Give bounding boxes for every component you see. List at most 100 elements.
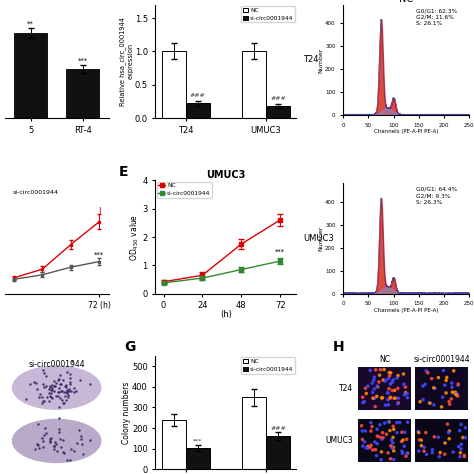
Point [376, 372, 383, 379]
Point [442, 389, 450, 397]
Point [30, 378, 38, 386]
Point [452, 389, 459, 396]
Y-axis label: Relative hsa_circ_0001944
expression: Relative hsa_circ_0001944 expression [119, 17, 133, 106]
Point [40, 383, 47, 391]
Point [461, 453, 468, 460]
Point [416, 436, 423, 444]
Point [61, 382, 69, 390]
Point [376, 433, 384, 441]
Point [52, 440, 60, 448]
Point [62, 382, 70, 389]
Point [390, 444, 397, 451]
Point [57, 444, 65, 451]
Point [430, 401, 438, 409]
Point [446, 435, 453, 443]
Point [378, 394, 385, 401]
Point [422, 429, 429, 437]
Point [66, 374, 74, 382]
Point [364, 443, 372, 450]
Point [426, 399, 433, 407]
Point [51, 438, 59, 446]
Point [57, 380, 65, 387]
Point [58, 387, 66, 394]
Bar [186, 447, 210, 469]
Point [387, 393, 394, 401]
Point [48, 384, 55, 392]
si-circ0001944 [161, 280, 166, 286]
Point [418, 442, 425, 449]
Point [77, 435, 84, 443]
Point [60, 399, 68, 407]
Point [66, 371, 74, 378]
Point [72, 387, 80, 395]
Point [374, 382, 381, 390]
Point [57, 387, 65, 395]
Point [384, 375, 392, 383]
Point [79, 440, 86, 447]
Point [436, 453, 443, 460]
Bar [66, 69, 99, 118]
Point [66, 380, 74, 388]
Point [46, 385, 53, 393]
Point [394, 400, 401, 408]
Point [380, 376, 387, 384]
Point [402, 453, 410, 460]
NC [161, 279, 166, 284]
Point [403, 449, 411, 457]
Point [362, 444, 370, 452]
Point [440, 367, 447, 374]
Point [428, 449, 436, 456]
Point [368, 380, 376, 387]
Point [415, 429, 423, 437]
Point [399, 449, 406, 457]
Point [46, 397, 53, 405]
Point [379, 429, 386, 437]
Point [431, 385, 439, 392]
Point [55, 414, 63, 422]
Point [43, 429, 50, 437]
Point [367, 419, 374, 427]
Point [48, 381, 56, 389]
Point [430, 384, 438, 392]
Point [445, 398, 453, 405]
Point [64, 387, 72, 395]
Point [403, 436, 410, 443]
Text: ###: ### [190, 93, 206, 99]
Point [367, 427, 375, 435]
si-circ0001944 [238, 267, 244, 273]
Point [76, 376, 84, 384]
Point [414, 428, 422, 435]
Text: si-circ0001944: si-circ0001944 [13, 190, 59, 195]
Point [401, 428, 409, 436]
Point [371, 438, 379, 446]
Point [401, 391, 408, 399]
Line: si-circ0001944: si-circ0001944 [162, 259, 282, 284]
Text: UMUC3: UMUC3 [326, 437, 353, 446]
Text: G0/G1: 64.4%
G2/M: 9.3%
S: 26.3%: G0/G1: 64.4% G2/M: 9.3% S: 26.3% [416, 187, 457, 205]
Point [55, 388, 63, 396]
Point [402, 389, 410, 397]
Point [382, 377, 389, 384]
Point [462, 424, 469, 431]
Point [457, 445, 465, 453]
Title: NC: NC [399, 0, 413, 4]
Point [39, 380, 47, 387]
Point [448, 383, 456, 391]
Point [64, 391, 72, 399]
Point [398, 438, 405, 446]
Text: B: B [125, 0, 135, 3]
Point [435, 434, 442, 441]
Point [389, 439, 397, 447]
Point [404, 419, 411, 426]
Point [437, 449, 444, 456]
Point [372, 403, 379, 410]
Point [394, 399, 402, 407]
Point [71, 389, 78, 396]
Text: T24: T24 [339, 384, 353, 393]
Point [453, 391, 460, 399]
Point [393, 419, 401, 426]
Point [375, 378, 383, 386]
Point [61, 392, 69, 400]
Point [378, 448, 385, 456]
Point [38, 393, 46, 401]
